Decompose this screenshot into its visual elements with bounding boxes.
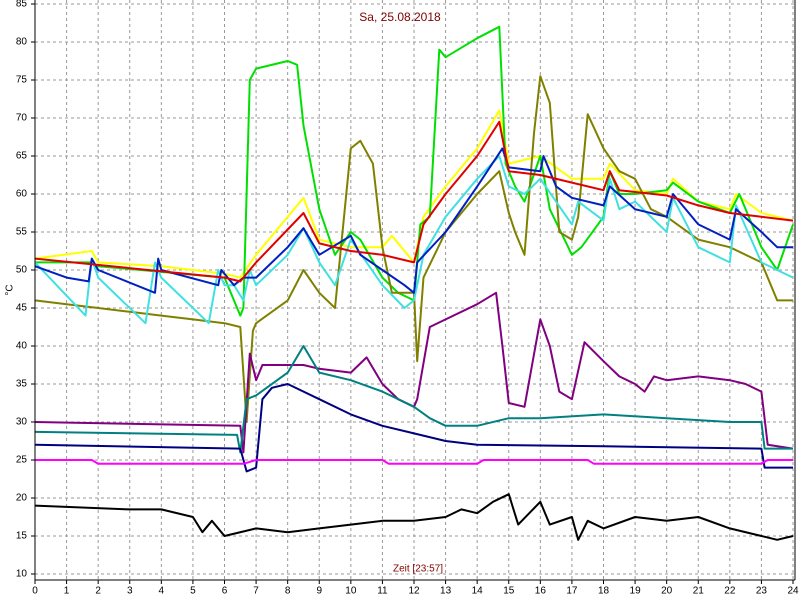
y-tick-label: 20 <box>16 493 28 504</box>
x-tick-label: 13 <box>440 586 452 597</box>
x-tick-label: 5 <box>190 586 196 597</box>
x-axis-label: Zeit [23:57] <box>393 564 443 575</box>
x-tick-label: 19 <box>630 586 642 597</box>
data-line <box>34 383 793 473</box>
x-tick-label: 7 <box>253 586 259 597</box>
x-tick-label: 18 <box>598 586 610 597</box>
chart-title: Sa, 25.08.2018 <box>359 10 441 24</box>
data-line <box>34 155 794 325</box>
x-tick-label: 4 <box>159 586 165 597</box>
x-tick-label: 22 <box>724 586 736 597</box>
x-tick-label: 16 <box>535 586 547 597</box>
x-tick-label: 0 <box>32 586 38 597</box>
y-tick-label: 15 <box>16 531 28 542</box>
x-tick-label: 6 <box>222 586 228 597</box>
x-tick-label: 21 <box>693 586 705 597</box>
y-tick-label: 55 <box>16 227 28 238</box>
x-tick-label: 17 <box>566 586 578 597</box>
x-tick-label: 2 <box>95 586 101 597</box>
y-tick-label: 80 <box>16 37 28 48</box>
y-tick-label: 30 <box>16 417 28 428</box>
x-tick-label: 23 <box>756 586 768 597</box>
x-tick-label: 10 <box>345 586 357 597</box>
data-line <box>34 147 793 294</box>
x-tick-label: 8 <box>285 586 291 597</box>
x-tick-label: 24 <box>787 586 799 597</box>
x-tick-label: 15 <box>503 586 515 597</box>
x-tick-label: 11 <box>377 586 388 597</box>
x-tick-label: 1 <box>64 586 70 597</box>
y-axis-label: °C <box>5 284 16 295</box>
y-tick-label: 45 <box>16 303 28 314</box>
y-tick-label: 85 <box>16 0 28 10</box>
y-tick-label: 70 <box>16 113 28 124</box>
x-tick-label: 14 <box>472 586 484 597</box>
data-line <box>34 345 793 454</box>
y-tick-label: 35 <box>16 379 28 390</box>
y-tick-label: 60 <box>16 189 28 200</box>
lines <box>34 25 794 541</box>
y-tick-label: 75 <box>16 75 28 86</box>
y-tick-label: 65 <box>16 151 28 162</box>
data-line <box>34 493 794 541</box>
y-tick-label: 10 <box>16 569 28 580</box>
y-tick-label: 25 <box>16 455 28 466</box>
y-tick-label: 40 <box>16 341 28 352</box>
x-tick-label: 20 <box>661 586 673 597</box>
x-tick-label: 12 <box>408 586 420 597</box>
data-line <box>35 459 793 465</box>
x-tick-label: 9 <box>316 586 322 597</box>
data-line <box>34 120 794 283</box>
data-line <box>35 25 794 317</box>
data-line <box>34 109 794 279</box>
x-tick-label: 3 <box>127 586 133 597</box>
y-tick-label: 50 <box>16 265 28 276</box>
